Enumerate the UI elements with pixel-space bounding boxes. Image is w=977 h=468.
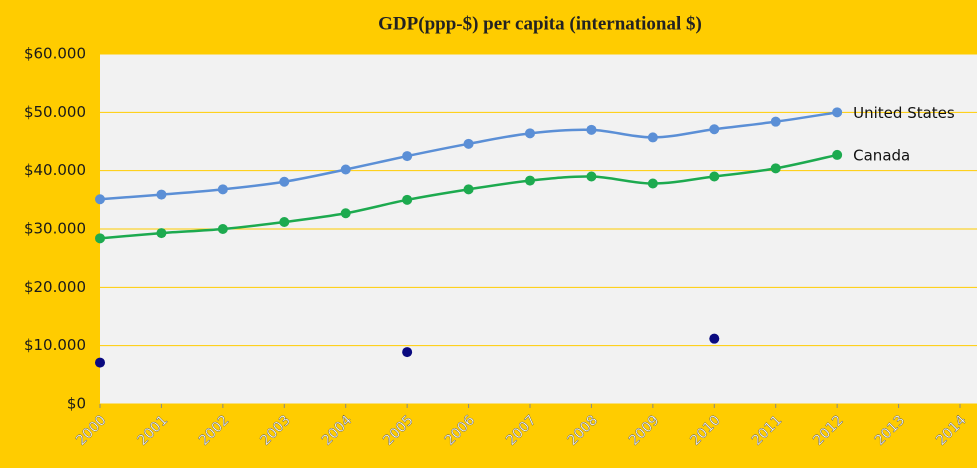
data-point xyxy=(709,333,720,344)
data-point xyxy=(832,107,843,118)
data-point xyxy=(340,208,351,219)
data-point xyxy=(217,224,228,234)
data-point xyxy=(340,164,351,175)
data-point xyxy=(647,178,658,189)
series-label: United States xyxy=(853,104,955,122)
data-point xyxy=(525,175,535,186)
y-tick-label: $30.000 xyxy=(24,220,86,238)
data-point xyxy=(279,176,290,187)
data-point xyxy=(647,132,658,143)
data-point xyxy=(525,128,535,139)
data-point xyxy=(156,189,167,200)
data-point xyxy=(279,217,290,227)
data-point xyxy=(586,124,597,135)
data-point xyxy=(586,171,597,182)
y-tick-label: $0 xyxy=(67,395,86,413)
data-point xyxy=(95,194,105,205)
data-point xyxy=(95,233,105,244)
data-point xyxy=(95,357,105,368)
data-point xyxy=(463,138,474,149)
y-tick-label: $40.000 xyxy=(24,161,86,179)
data-point xyxy=(156,228,167,239)
data-point xyxy=(463,184,474,195)
data-point xyxy=(709,171,720,182)
data-point xyxy=(770,163,781,174)
y-tick-label: $60.000 xyxy=(24,45,86,63)
data-point xyxy=(832,149,843,160)
data-point xyxy=(402,194,413,205)
y-tick-label: $50.000 xyxy=(24,103,86,121)
data-point xyxy=(402,151,413,162)
y-tick-label: $20.000 xyxy=(24,278,86,296)
data-point xyxy=(770,116,781,127)
data-point xyxy=(709,124,720,135)
data-point xyxy=(402,347,413,358)
data-point xyxy=(217,184,228,195)
y-tick-label: $10.000 xyxy=(24,336,86,354)
series-label: Canada xyxy=(853,146,910,164)
chart-title: GDP(ppp-$) per capita (international $) xyxy=(378,13,702,34)
